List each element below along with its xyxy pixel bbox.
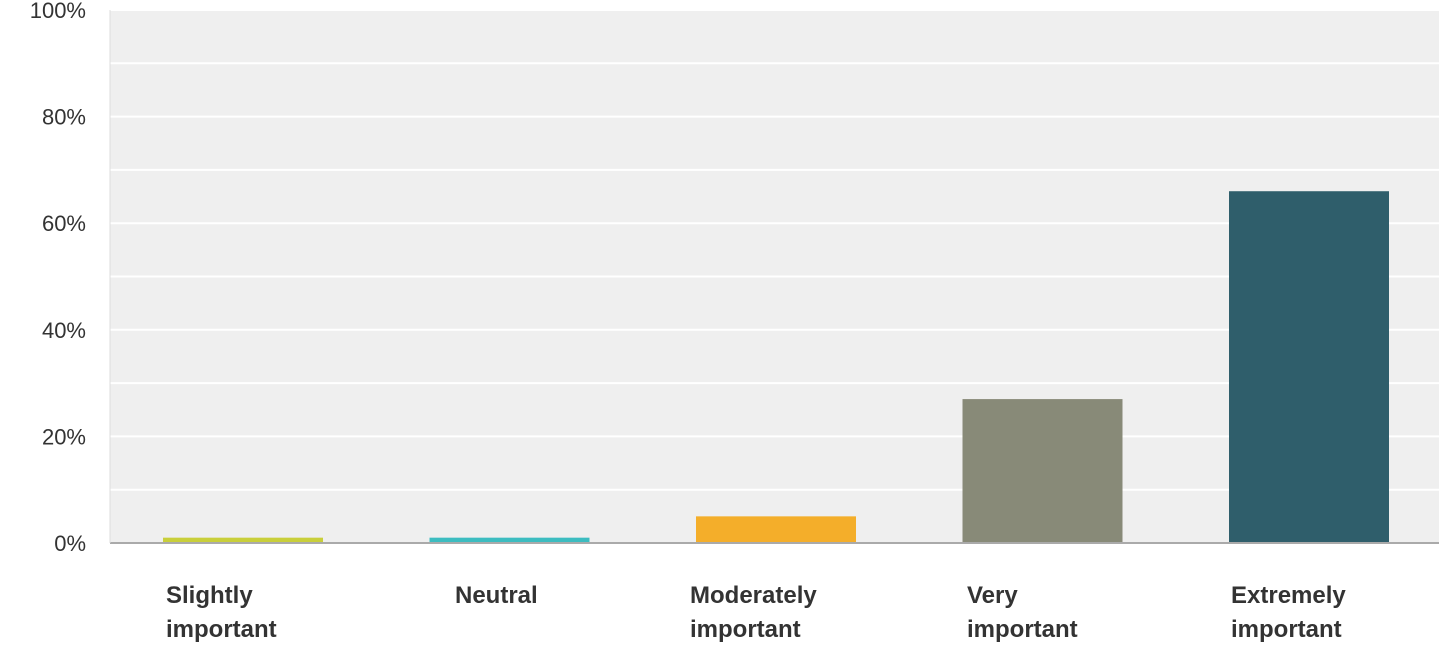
y-tick-label: 100% [30, 0, 86, 23]
x-tick-label: Neutral [455, 582, 538, 609]
y-tick-label: 40% [42, 318, 86, 343]
x-axis-ticks: Slightly important Neutral Moderately import… [166, 582, 1346, 643]
x-tick-label: Moderately important [690, 582, 817, 643]
x-tick-label: Extremely important [1231, 582, 1346, 643]
bar [163, 537, 323, 543]
bar [962, 399, 1123, 543]
gridlines [110, 9, 1439, 491]
y-tick-label: 0% [54, 531, 86, 556]
y-tick-label: 60% [42, 211, 86, 236]
y-tick-label: 80% [42, 105, 86, 130]
bar [696, 516, 856, 543]
x-tick-label: Slightly important [166, 582, 277, 643]
bars [163, 191, 1389, 543]
y-axis-ticks: 0% 20% 40% 60% 80% 100% [30, 0, 86, 556]
x-tick-label: Very important [967, 582, 1078, 643]
bar [429, 537, 590, 543]
bar [1229, 191, 1389, 543]
y-tick-label: 20% [42, 424, 86, 449]
